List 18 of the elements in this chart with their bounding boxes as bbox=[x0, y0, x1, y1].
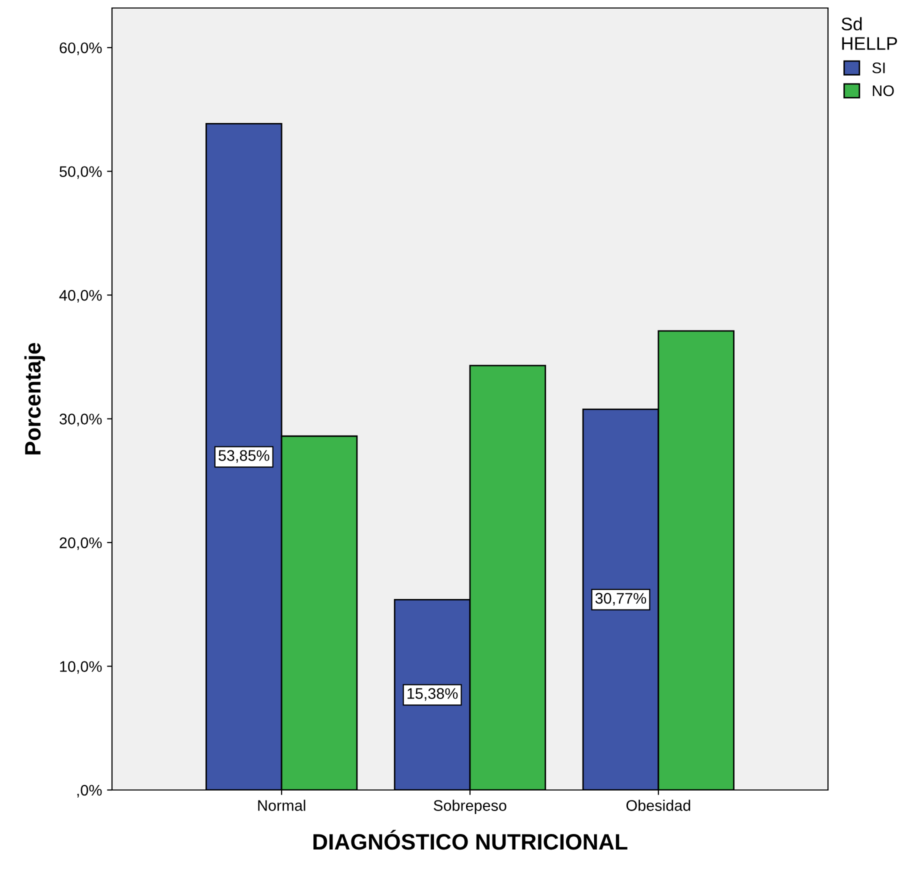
y-tick-label: 30,0% bbox=[60, 414, 102, 426]
legend-title: Sd HELLP bbox=[842, 17, 897, 50]
y-tick-label: 10,0% bbox=[60, 661, 102, 674]
y-tick-label: 40,0% bbox=[59, 290, 102, 303]
x-tick-label: Normal bbox=[258, 800, 306, 811]
data-label: 30,77% bbox=[595, 592, 646, 606]
y-tick-label: 60,0% bbox=[60, 42, 102, 56]
x-tick-label: Obesidad bbox=[626, 800, 690, 811]
y-tick-label: ,0% bbox=[77, 784, 102, 798]
y-axis-title: Porcentaje bbox=[24, 342, 46, 454]
x-axis-title: DIAGNÓSTICO NUTRICIONAL bbox=[313, 830, 628, 850]
data-label: 15,38% bbox=[408, 688, 458, 701]
data-label: 53,85% bbox=[218, 450, 270, 463]
x-tick-label: Sobrepeso bbox=[434, 800, 506, 814]
legend-label: NO bbox=[872, 85, 894, 96]
y-tick-label: 20,0% bbox=[60, 537, 102, 550]
legend-label: SI bbox=[872, 62, 885, 74]
y-tick-label: 50,0% bbox=[60, 166, 102, 179]
